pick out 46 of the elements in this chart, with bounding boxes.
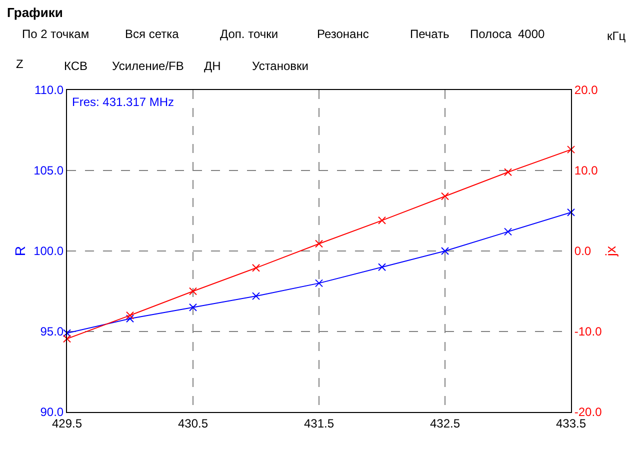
text: Вся сетка	[125, 27, 180, 41]
y2-tick-label: 10.0	[574, 164, 598, 178]
x-tick-label: 430.5	[178, 416, 208, 430]
y2-axis-title: jx	[602, 246, 618, 258]
point	[126, 311, 134, 320]
y2-tick-label: -10.0	[574, 324, 602, 339]
point	[378, 263, 386, 272]
point	[189, 303, 197, 312]
point	[315, 279, 323, 288]
x-tick-label: 431.5	[304, 416, 334, 430]
point	[378, 216, 386, 224]
y2-tick-label: 0.0	[574, 244, 592, 258]
point	[504, 168, 512, 176]
y-axis-title: R	[12, 246, 28, 256]
point	[252, 264, 260, 272]
text: Доп. точки	[220, 27, 278, 41]
point	[567, 208, 575, 216]
point	[252, 292, 260, 300]
y-tick-label: 105.0	[34, 164, 64, 178]
y2-tick-label: 20.0	[574, 83, 598, 98]
point	[441, 247, 449, 255]
text: Печать	[410, 27, 450, 41]
point	[63, 334, 71, 343]
annotation: Fres: 431.317 MHz	[72, 95, 174, 109]
y-tick-label: 110.0	[34, 83, 64, 98]
text: Установки	[252, 59, 308, 73]
point	[63, 329, 71, 338]
text: Графики	[7, 5, 63, 20]
point	[189, 287, 197, 296]
text: 4000	[518, 27, 546, 41]
text: Резонанс	[317, 27, 369, 41]
text: Полоса	[470, 27, 512, 41]
text: По 2 точкам	[22, 27, 90, 41]
text: Z	[16, 57, 24, 71]
text: КСВ	[64, 59, 88, 73]
text: Усиление/FB	[112, 59, 184, 73]
x-tick-label: 432.5	[430, 416, 460, 430]
point	[567, 146, 575, 154]
point	[441, 192, 449, 200]
point	[504, 228, 512, 236]
text: кГц	[607, 29, 626, 43]
text: ДН	[204, 59, 221, 73]
y-tick-label: 95.0	[40, 324, 64, 339]
point	[126, 314, 134, 323]
point	[315, 240, 323, 248]
y-tick-label: 100.0	[34, 244, 64, 258]
